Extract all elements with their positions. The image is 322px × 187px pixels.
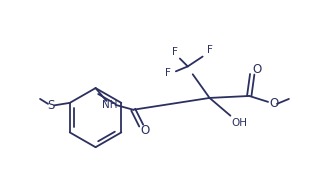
Text: F: F <box>207 45 213 55</box>
Text: OH: OH <box>231 118 247 128</box>
Text: O: O <box>270 97 279 110</box>
Text: NH: NH <box>102 100 117 110</box>
Text: F: F <box>172 47 178 57</box>
Text: O: O <box>140 124 150 137</box>
Text: S: S <box>47 99 55 112</box>
Text: F: F <box>165 68 171 78</box>
Text: O: O <box>252 63 262 76</box>
